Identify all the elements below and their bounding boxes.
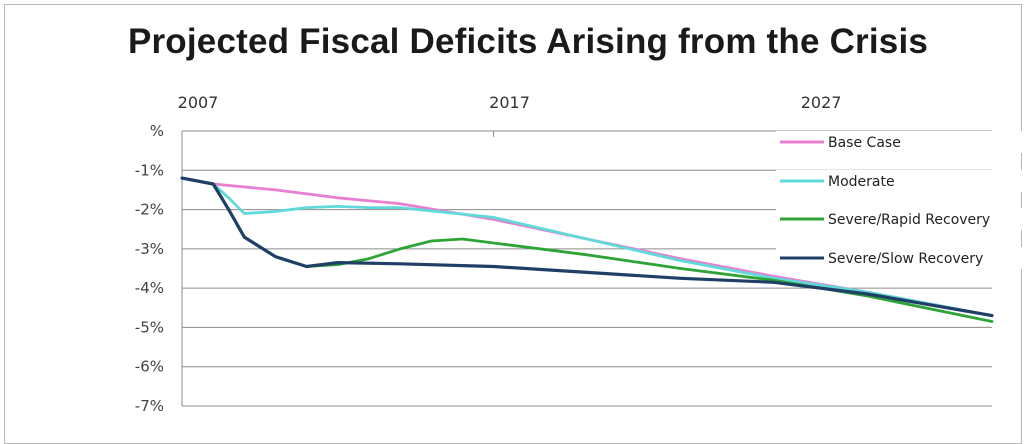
- y-tick-label: -3%: [135, 240, 164, 258]
- x-axis-ticks: 2007 2017 2027: [178, 93, 842, 137]
- y-tick-label: -4%: [135, 279, 164, 297]
- y-tick-label: -5%: [135, 318, 164, 336]
- legend-label: Severe/Rapid Recovery: [828, 212, 990, 228]
- legend-label: Base Case: [828, 135, 901, 151]
- x-tick-label: 2007: [178, 93, 219, 112]
- y-tick-label: -2%: [135, 201, 164, 219]
- y-tick-label: -1%: [135, 161, 164, 179]
- y-axis-ticks: % -1% -2% -3% -4% -5% -6% -7%: [135, 122, 164, 415]
- legend-bg: [776, 131, 1026, 153]
- legend-label: Severe/Slow Recovery: [828, 251, 983, 267]
- legend-bg: [776, 208, 1026, 230]
- series-line-2: [180, 176, 994, 318]
- line-chart: % -1% -2% -3% -4% -5% -6% -7% 2007 2017 2027 Base…: [134, 93, 1026, 415]
- legend-label: Moderate: [828, 174, 895, 190]
- series-line-4: [180, 176, 994, 318]
- x-tick-label: 2027: [801, 93, 842, 112]
- series-lines: [180, 176, 994, 323]
- x-tick-label: 2017: [489, 93, 530, 112]
- legend-bg: [776, 247, 1026, 269]
- chart-title: Projected Fiscal Deficits Arising from t…: [127, 22, 929, 61]
- legend-bg: [776, 170, 1026, 192]
- legend: Base Case Moderate Severe/Rapid Recovery Se…: [776, 131, 1026, 269]
- y-tick-label: %: [150, 122, 164, 140]
- y-tick-label: -7%: [135, 397, 164, 415]
- y-tick-label: -6%: [135, 358, 164, 376]
